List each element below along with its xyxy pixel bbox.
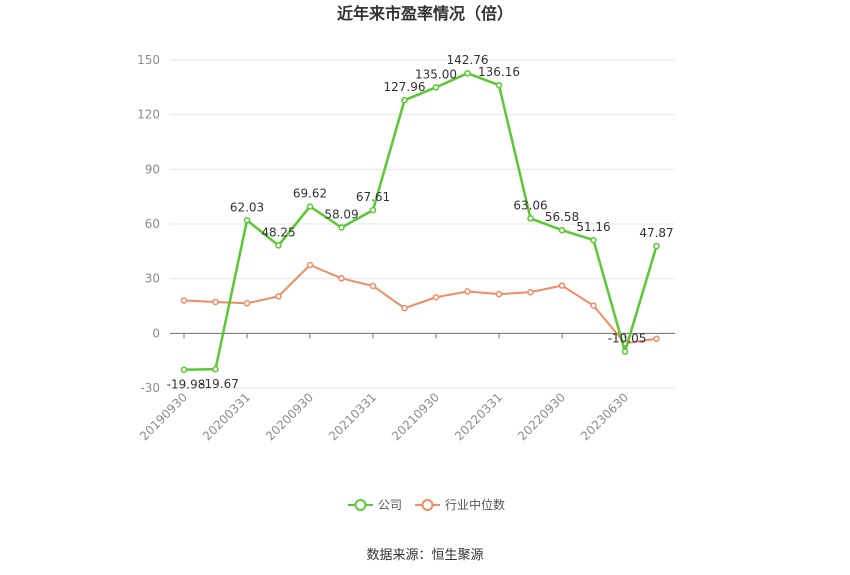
data-point [338, 275, 345, 282]
data-point [401, 96, 408, 104]
x-tick-label: 20230630 [578, 390, 631, 443]
data-point [653, 242, 660, 250]
y-tick-label: 60 [145, 217, 160, 231]
legend-swatch-marker [421, 499, 434, 511]
x-tick-label: 20220930 [515, 390, 568, 443]
legend-swatch-marker [354, 499, 367, 511]
data-point [401, 304, 408, 312]
y-tick-label: 120 [137, 108, 160, 122]
data-point [590, 236, 597, 244]
data-point [369, 206, 377, 214]
x-tick-label: 20210930 [389, 390, 442, 443]
data-point [243, 217, 251, 224]
data-label: 127.96 [384, 80, 426, 94]
data-label: 47.87 [639, 226, 673, 240]
source-note: 数据来源：恒生聚源 [366, 548, 483, 563]
data-point [464, 69, 471, 77]
data-label: -19.67 [200, 377, 239, 391]
data-point [432, 294, 440, 301]
data-point [306, 203, 314, 210]
data-point [338, 224, 345, 231]
data-label: 135.00 [415, 67, 457, 81]
data-label: -19.98 [167, 378, 206, 392]
x-tick-label: 20210331 [326, 390, 379, 443]
data-point [527, 288, 534, 296]
legend-item-industry-median[interactable]: 行业中位数 [415, 497, 505, 512]
data-label: 67.61 [356, 190, 390, 204]
data-label: 51.16 [576, 220, 610, 234]
data-point [306, 261, 314, 269]
legend-label: 公司 [378, 498, 402, 512]
x-tick-label: 20200930 [263, 390, 316, 443]
series-line-industry-median [183, 264, 657, 345]
legend-label: 行业中位数 [445, 497, 505, 512]
y-tick-label: 90 [145, 162, 160, 176]
data-point [275, 293, 282, 300]
data-point [180, 366, 188, 373]
data-point [243, 300, 251, 307]
data-point [212, 365, 219, 373]
data-point [653, 335, 660, 343]
data-point [621, 348, 629, 355]
grid [170, 59, 675, 389]
legend-item-company[interactable]: 公司 [348, 498, 402, 512]
data-label: 56.58 [545, 210, 579, 224]
x-tick-label: 20190930 [137, 390, 190, 443]
data-point [464, 288, 471, 295]
data-point [495, 290, 503, 298]
data-point [558, 282, 566, 289]
data-label: 69.62 [293, 186, 327, 200]
data-point [212, 298, 219, 306]
x-tick-label: 20220331 [452, 390, 505, 443]
y-tick-label: 30 [145, 272, 160, 286]
data-point [590, 302, 597, 309]
data-label: 63.06 [513, 198, 547, 212]
data-point [180, 297, 188, 304]
data-point [369, 282, 377, 290]
data-point [495, 81, 503, 89]
data-point [432, 84, 440, 91]
series [180, 69, 660, 373]
data-label: 142.76 [447, 53, 489, 67]
data-label: 136.16 [478, 65, 520, 79]
data-label: 48.25 [261, 225, 295, 239]
data-label: 58.09 [324, 207, 358, 221]
chart-title: 近年来市盈率情况（倍） [337, 4, 513, 23]
data-label: -10.05 [608, 332, 647, 346]
series-line-company [183, 71, 658, 371]
x-tick-label: 20200331 [200, 390, 253, 443]
data-point [527, 215, 534, 222]
legend[interactable]: 公司 行业中位数 [348, 497, 505, 512]
data-label: 62.03 [230, 200, 264, 214]
data-point [558, 226, 566, 234]
y-tick-label: 150 [137, 53, 160, 67]
data-labels: -19.98-19.67 62.03 48.25 69.62 58.09 67.61 127… [167, 53, 674, 392]
data-point [275, 242, 282, 249]
y-tick-label: 0 [152, 326, 160, 340]
y-tick-label: -30 [140, 381, 160, 395]
